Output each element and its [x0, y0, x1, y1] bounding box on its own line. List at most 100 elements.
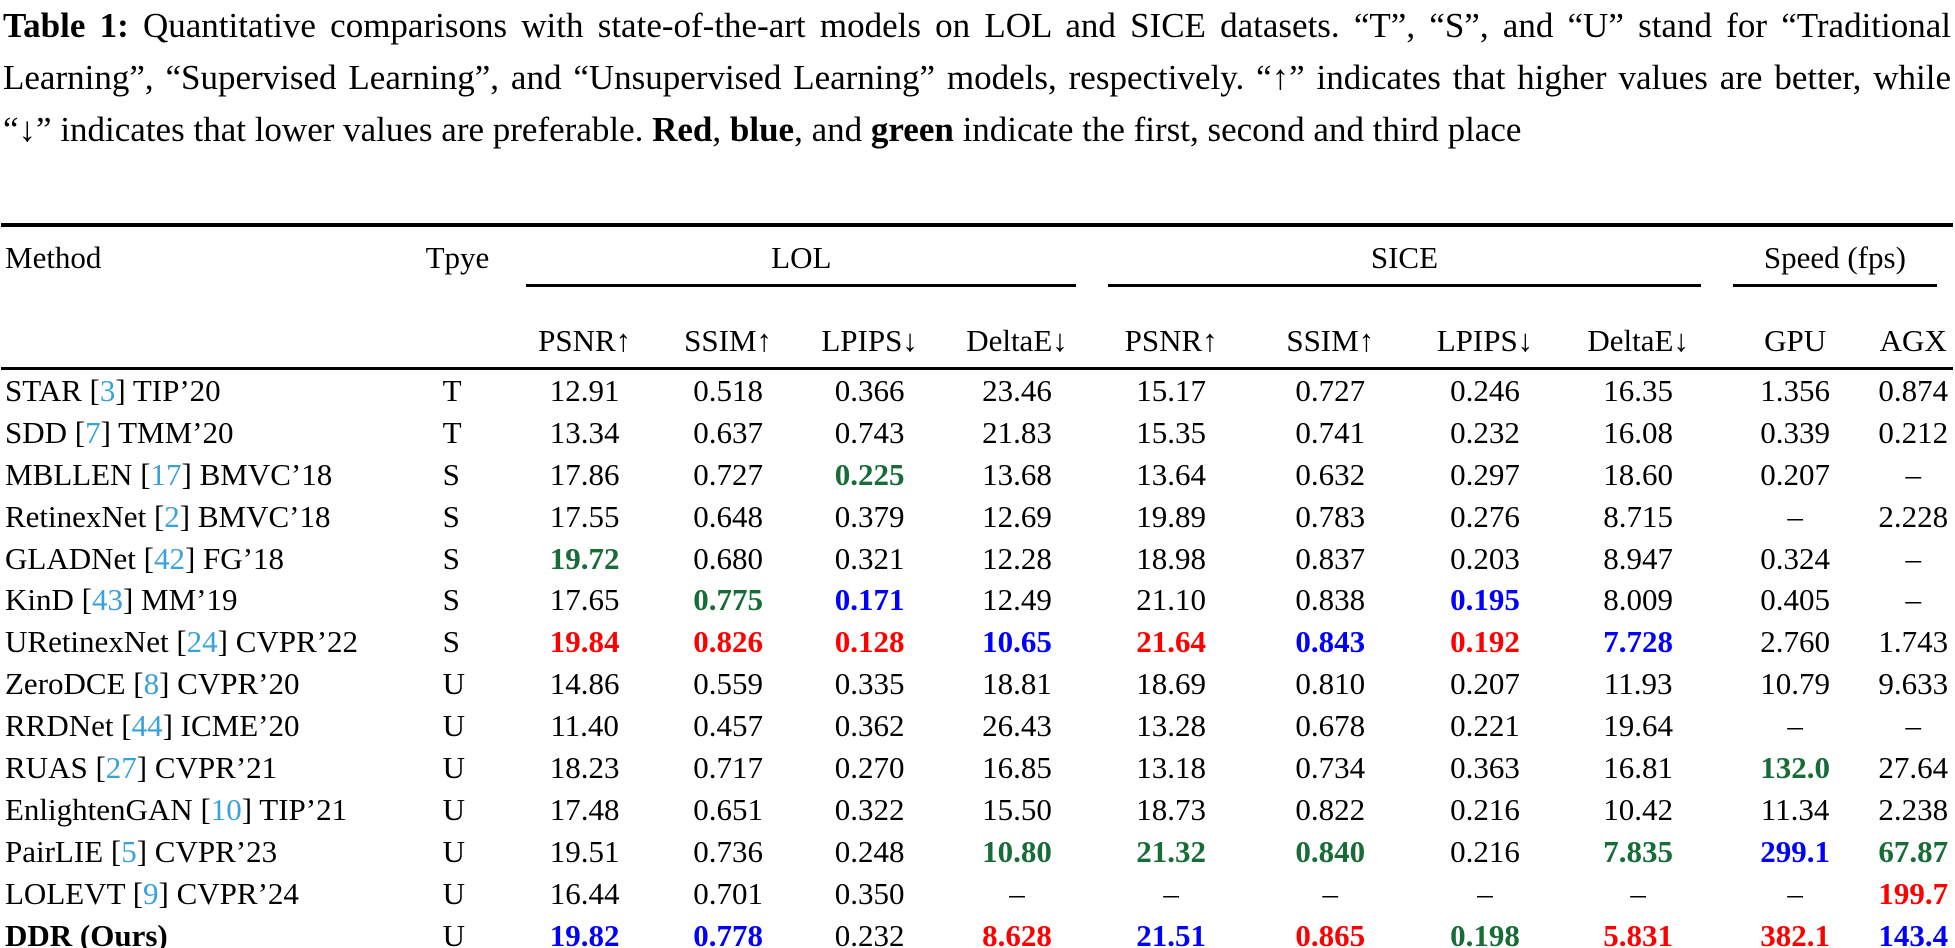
- table-row: PairLIE [5] CVPR’23 U 19.51 0.736 0.248 10.80…: [1, 831, 1953, 873]
- metric-cell: 18.81: [982, 666, 1052, 702]
- metric-cell: 12.28: [982, 540, 1052, 576]
- metric-cell: 18.23: [549, 749, 620, 785]
- citation-link[interactable]: 27: [105, 749, 137, 785]
- metric-cell: 0.736: [693, 833, 763, 869]
- type-cell: U: [442, 666, 465, 702]
- table-row: KinD [43] MM’19 S 17.65 0.775 0.171 12.49 21.1…: [1, 579, 1953, 621]
- metric-cell: 16.44: [549, 875, 620, 911]
- metric-cell: 0.379: [834, 498, 905, 534]
- citation-link[interactable]: 24: [186, 624, 218, 660]
- metric-cell: 17.55: [549, 498, 620, 534]
- citation-link[interactable]: 10: [210, 791, 242, 827]
- citation-link[interactable]: 9: [143, 875, 159, 911]
- method-cell: KinD [43] MM’19: [5, 582, 238, 618]
- metric-cell: 15.50: [982, 791, 1052, 827]
- metric-cell: 0.339: [1760, 414, 1830, 450]
- type-cell: T: [442, 372, 462, 408]
- metric-cell: 8.715: [1603, 498, 1674, 534]
- metric-cell: 0.518: [693, 372, 763, 408]
- table-row: RRDNet [44] ICME’20 U 11.40 0.457 0.362 26.43…: [1, 705, 1953, 747]
- citation-link[interactable]: 43: [91, 582, 123, 618]
- table-row: RUAS [27] CVPR’21 U 18.23 0.717 0.270 16.85 13…: [1, 747, 1953, 789]
- col-header-psnr-lol: PSNR↑: [510, 315, 659, 370]
- table-row: STAR [3] TIP’20 T 12.91 0.518 0.366 23.46 15.1…: [1, 369, 1953, 412]
- type-cell: U: [442, 833, 465, 869]
- metric-cell: 0.362: [834, 708, 905, 744]
- method-cell: MBLLEN [17] BMVC’18: [5, 456, 333, 492]
- metric-cell: –: [1163, 875, 1179, 911]
- metric-cell: 0.216: [1450, 833, 1520, 869]
- metric-cell: 0.826: [693, 624, 763, 660]
- caption-bold-text: blue: [729, 110, 795, 149]
- method-cell: STAR [3] TIP’20: [5, 372, 221, 408]
- metric-cell: 0.128: [834, 624, 905, 660]
- caption-bold-text: Red: [652, 110, 713, 149]
- metric-cell: 199.7: [1878, 875, 1949, 911]
- metric-cell: 0.324: [1760, 540, 1830, 576]
- method-cell: DDR (Ours): [1, 915, 426, 948]
- metric-cell: 8.947: [1603, 540, 1674, 576]
- metric-cell: 13.68: [982, 456, 1052, 492]
- metric-cell: 0.225: [834, 456, 905, 492]
- metric-cell: 13.28: [1136, 708, 1207, 744]
- citation-link[interactable]: 5: [121, 833, 137, 869]
- metric-cell: 17.48: [549, 791, 620, 827]
- metric-cell: 0.171: [834, 582, 905, 618]
- metric-cell: 16.85: [982, 749, 1052, 785]
- metric-cell: 0.865: [1295, 917, 1366, 948]
- metric-cell: 0.221: [1450, 708, 1520, 744]
- citation-link[interactable]: 8: [143, 666, 160, 702]
- citation-link[interactable]: 44: [131, 708, 163, 744]
- metric-cell: –: [1905, 582, 1921, 618]
- metric-cell: 13.64: [1136, 456, 1207, 492]
- col-header-deltae-sice: DeltaE↓: [1559, 315, 1717, 370]
- type-cell: U: [442, 875, 465, 911]
- metric-cell: 0.837: [1295, 540, 1366, 576]
- citation-link[interactable]: 7: [85, 414, 101, 450]
- metric-cell: 21.32: [1136, 833, 1207, 869]
- method-name: RetinexNet: [5, 498, 147, 534]
- metric-cell: 0.270: [834, 749, 905, 785]
- col-header-deltae-lol: DeltaE↓: [941, 315, 1093, 370]
- type-cell: S: [442, 582, 460, 618]
- metric-cell: 0.838: [1295, 582, 1366, 618]
- metric-cell: 0.198: [1450, 917, 1520, 948]
- caption-text: , and: [794, 110, 871, 149]
- citation-link[interactable]: 2: [164, 498, 180, 534]
- metric-cell: 0.232: [1450, 414, 1520, 450]
- metric-cell: 16.08: [1603, 414, 1674, 450]
- col-header-gpu: GPU: [1716, 315, 1874, 370]
- table-row: EnlightenGAN [10] TIP’21 U 17.48 0.651 0.322…: [1, 789, 1953, 831]
- method-cell: SDD [7] TMM’20: [5, 414, 234, 450]
- method-name: KinD: [5, 582, 74, 618]
- metric-cell: 0.810: [1295, 666, 1366, 702]
- metric-cell: 21.64: [1136, 624, 1207, 660]
- method-name: RUAS: [5, 749, 88, 785]
- caption-text: indicate the first, second and third pla…: [953, 110, 1522, 149]
- method-cell: URetinexNet [24] CVPR’22: [5, 624, 359, 660]
- metric-cell: 21.83: [982, 414, 1052, 450]
- group-header-row: Method Tpye LOL SICE Speed (fps): [1, 225, 1953, 370]
- col-header-lpips-sice: LPIPS↓: [1410, 315, 1560, 370]
- metric-cell: 0.322: [834, 791, 905, 827]
- results-table: Method Tpye LOL SICE Speed (fps) PSNR↑ S…: [1, 223, 1953, 948]
- metric-cell: 382.1: [1760, 917, 1830, 948]
- results-table-body: STAR [3] TIP’20 T 12.91 0.518 0.366 23.46 15.1…: [1, 369, 1953, 948]
- metric-cell: –: [1477, 875, 1493, 911]
- metric-cell: 8.009: [1603, 582, 1674, 618]
- citation-link[interactable]: 17: [150, 456, 182, 492]
- citation-link[interactable]: 42: [153, 540, 185, 576]
- metric-cell: 18.98: [1136, 540, 1207, 576]
- method-name: ZeroDCE: [5, 666, 126, 702]
- group-label-sice: SICE: [1108, 240, 1701, 287]
- metric-cell: –: [1630, 875, 1646, 911]
- metric-cell: 21.51: [1136, 917, 1207, 948]
- metric-cell: –: [1787, 875, 1803, 911]
- citation-link[interactable]: 3: [99, 372, 116, 408]
- group-label-speed: Speed (fps): [1732, 240, 1937, 287]
- method-name: PairLIE: [5, 833, 104, 869]
- metric-cell: 21.10: [1136, 582, 1207, 618]
- metric-cell: 0.778: [693, 917, 763, 948]
- table-row: RetinexNet [2] BMVC’18 S 17.55 0.648 0.379 12…: [1, 496, 1953, 538]
